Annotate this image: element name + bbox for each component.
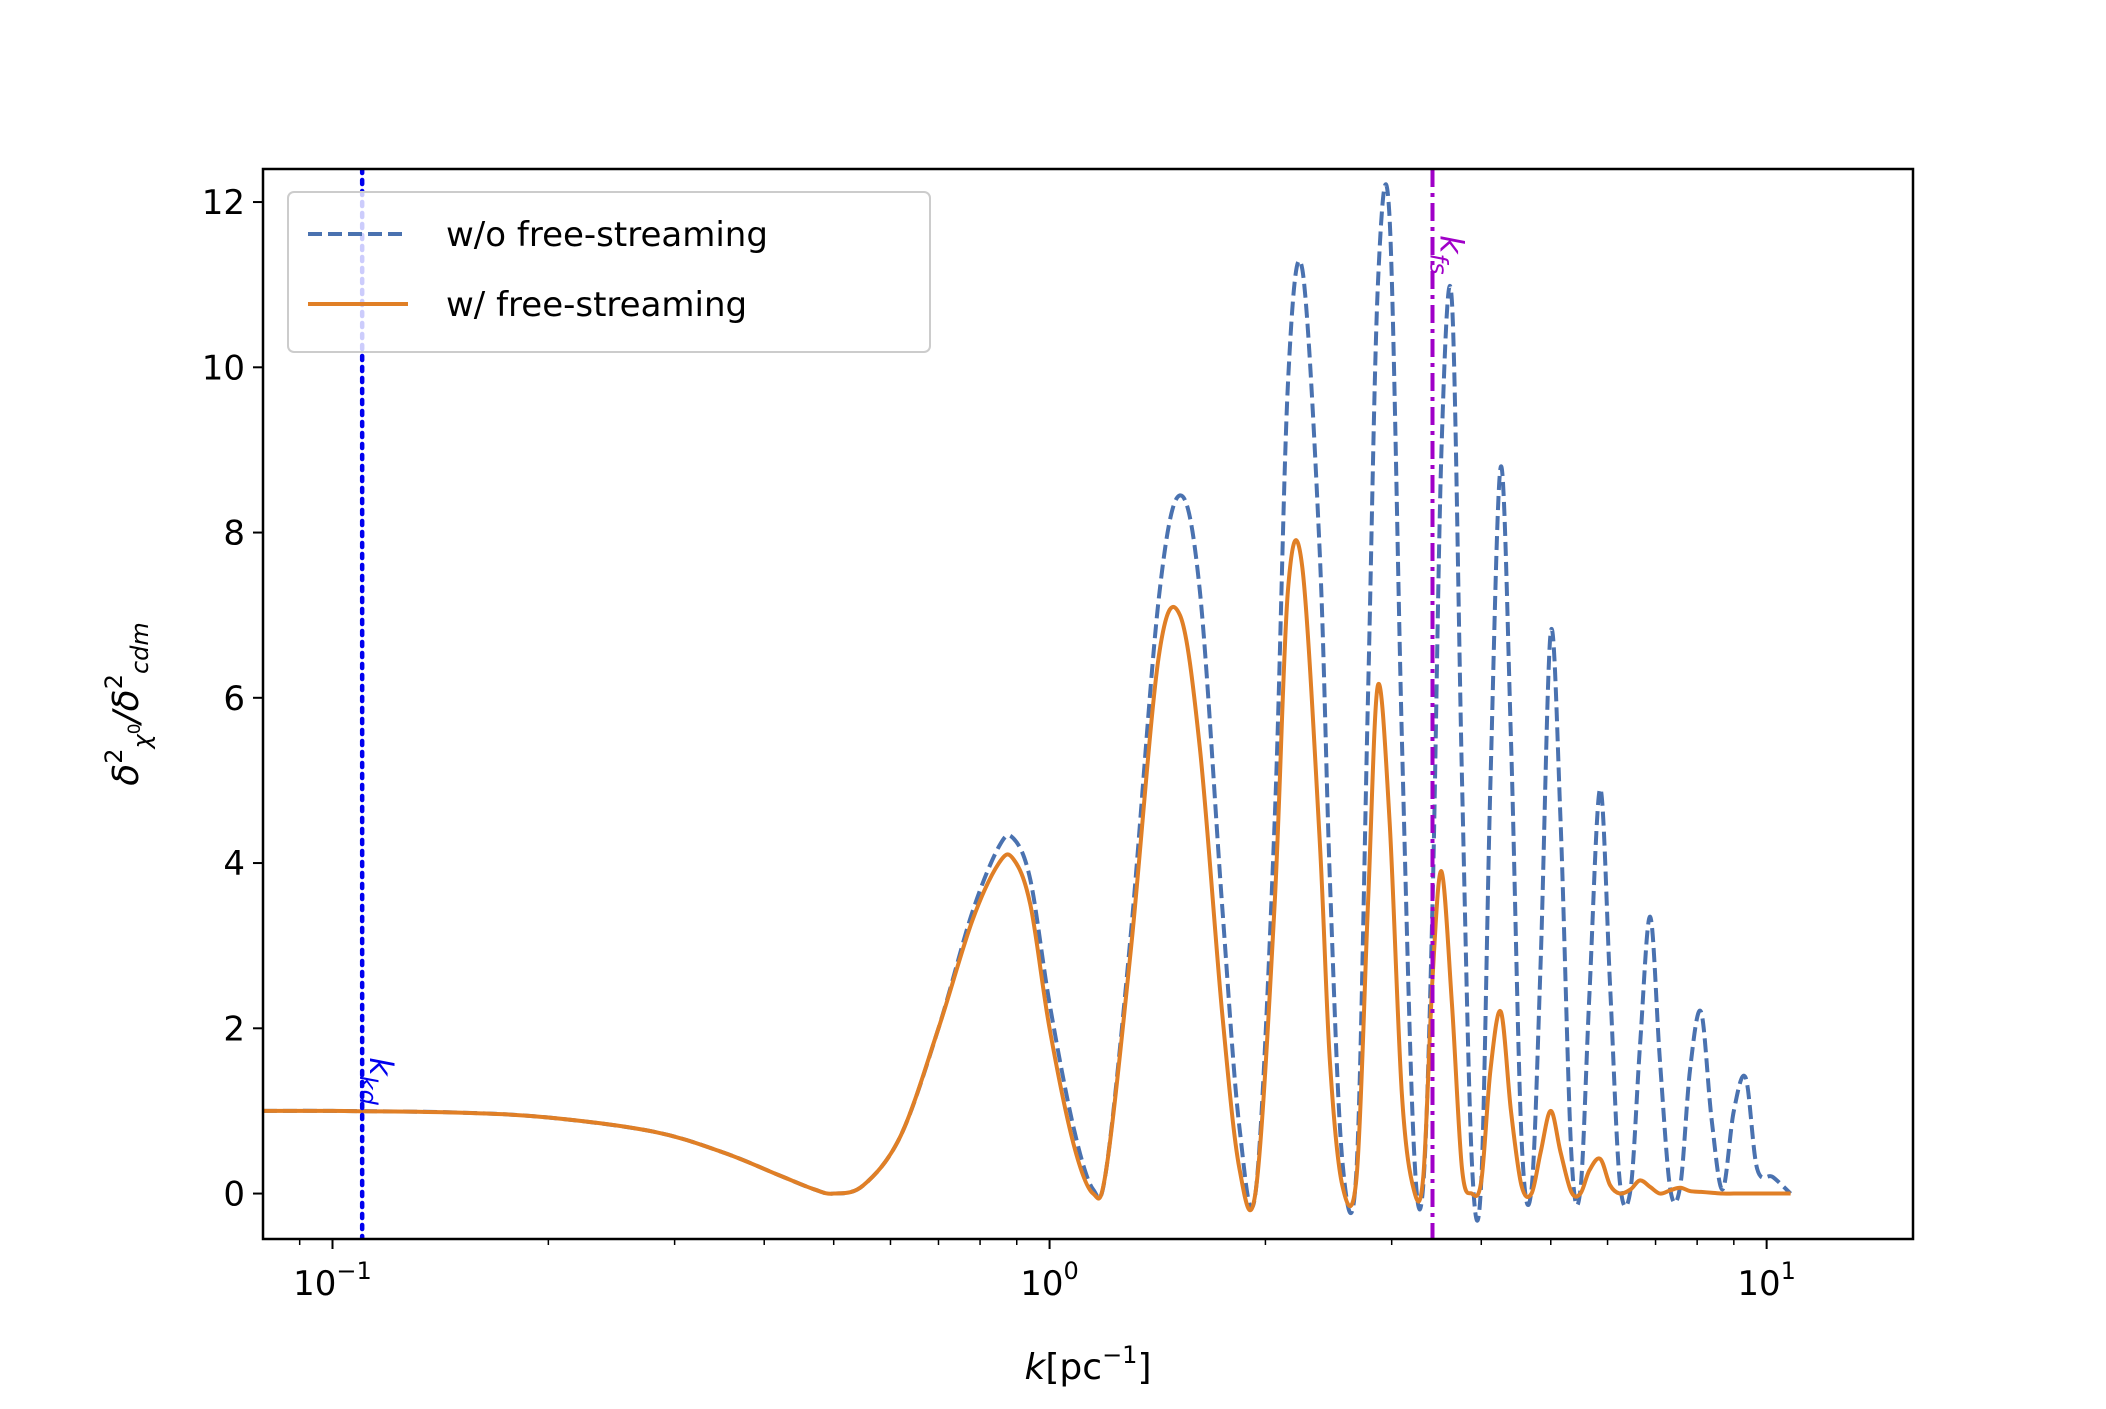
legend-box	[287, 191, 931, 353]
vline-label-k-fs: kfs	[1424, 235, 1470, 274]
y-tick-label: 2	[223, 1009, 245, 1049]
y-tick-label: 0	[223, 1175, 245, 1215]
y-tick-label: 12	[202, 183, 245, 223]
x-axis-ticks: 10−1 100 101	[293, 1239, 1796, 1304]
x-tick-label: 10−1	[293, 1257, 372, 1304]
x-axis-label: k[pc−1]	[1025, 1341, 1152, 1388]
legend-label-1: w/o free-streaming	[446, 215, 768, 255]
x-tick-label: 100	[1020, 1257, 1079, 1304]
y-tick-label: 6	[223, 679, 245, 719]
y-tick-label: 4	[223, 844, 245, 884]
plot-frame	[261, 167, 1915, 1241]
y-tick-label: 10	[202, 348, 245, 388]
series-layer	[263, 182, 1792, 1223]
y-axis-label: δ2χ0/δ2cdm	[100, 622, 156, 786]
legend: w/o free-streaming w/ free-streaming	[287, 191, 931, 353]
legend-label-2: w/ free-streaming	[446, 285, 747, 325]
series-line-2	[263, 538, 1791, 1213]
y-tick-label: 8	[223, 514, 245, 554]
x-tick-label: 101	[1737, 1257, 1796, 1304]
vline-label-k-kd: kkd	[354, 1057, 400, 1105]
y-axis-ticks: 0 2 4 6 8 10 12	[202, 183, 263, 1215]
series-line-1	[263, 182, 1792, 1223]
axis-labels: kkd kfs k[pc−1] δ2χ0/δ2cdm	[100, 235, 1470, 1388]
